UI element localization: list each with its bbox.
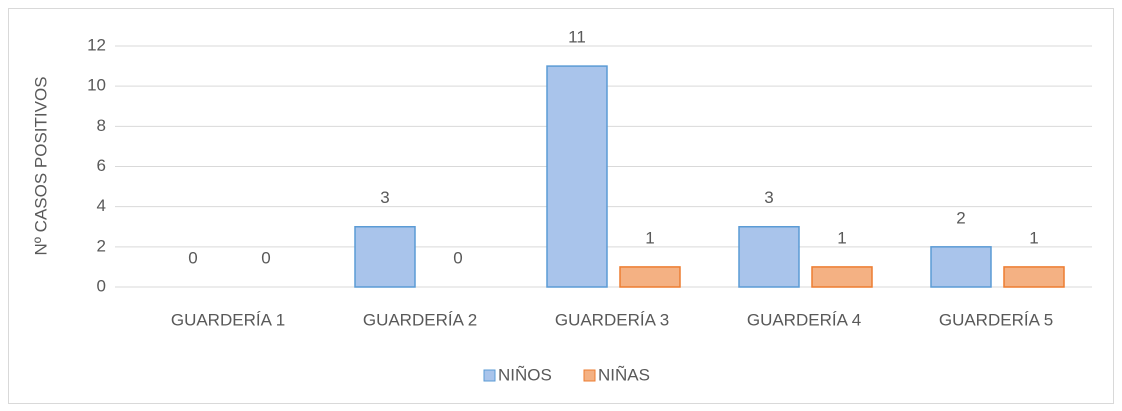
- bar: [738, 226, 800, 288]
- legend-label: NIÑAS: [598, 365, 650, 384]
- y-tick-label: 8: [97, 116, 106, 135]
- bar: [811, 266, 873, 288]
- x-tick-label: GUARDERÍA 5: [939, 310, 1053, 329]
- x-tick-label: GUARDERÍA 1: [171, 310, 285, 329]
- data-label: 11: [568, 28, 586, 47]
- bar: [619, 266, 681, 288]
- y-tick-label: 12: [87, 35, 106, 54]
- x-tick-label: GUARDERÍA 3: [555, 310, 669, 329]
- data-label: 0: [453, 248, 462, 267]
- bar: [930, 246, 992, 288]
- y-tick-label: 10: [87, 76, 106, 95]
- bar: [354, 226, 416, 288]
- y-axis-label: Nº CASOS POSITIVOS: [31, 76, 50, 255]
- x-tick-label: GUARDERÍA 4: [747, 310, 861, 329]
- y-tick-label: 2: [97, 236, 106, 255]
- legend-swatch: [583, 369, 596, 382]
- bar: [546, 65, 608, 288]
- y-tick-label: 6: [97, 156, 106, 175]
- y-tick-label: 4: [97, 196, 106, 215]
- data-label: 2: [956, 208, 965, 227]
- y-tick-label: 0: [97, 276, 106, 295]
- data-label: 0: [261, 248, 270, 267]
- bar: [1003, 266, 1065, 288]
- legend-swatch: [483, 369, 496, 382]
- data-label: 1: [837, 228, 846, 247]
- data-label: 0: [188, 248, 197, 267]
- data-label: 1: [645, 228, 654, 247]
- x-tick-label: GUARDERÍA 2: [363, 310, 477, 329]
- legend-label: NIÑOS: [498, 365, 552, 384]
- data-label: 3: [764, 188, 773, 207]
- data-label: 3: [380, 188, 389, 207]
- data-label: 1: [1029, 228, 1038, 247]
